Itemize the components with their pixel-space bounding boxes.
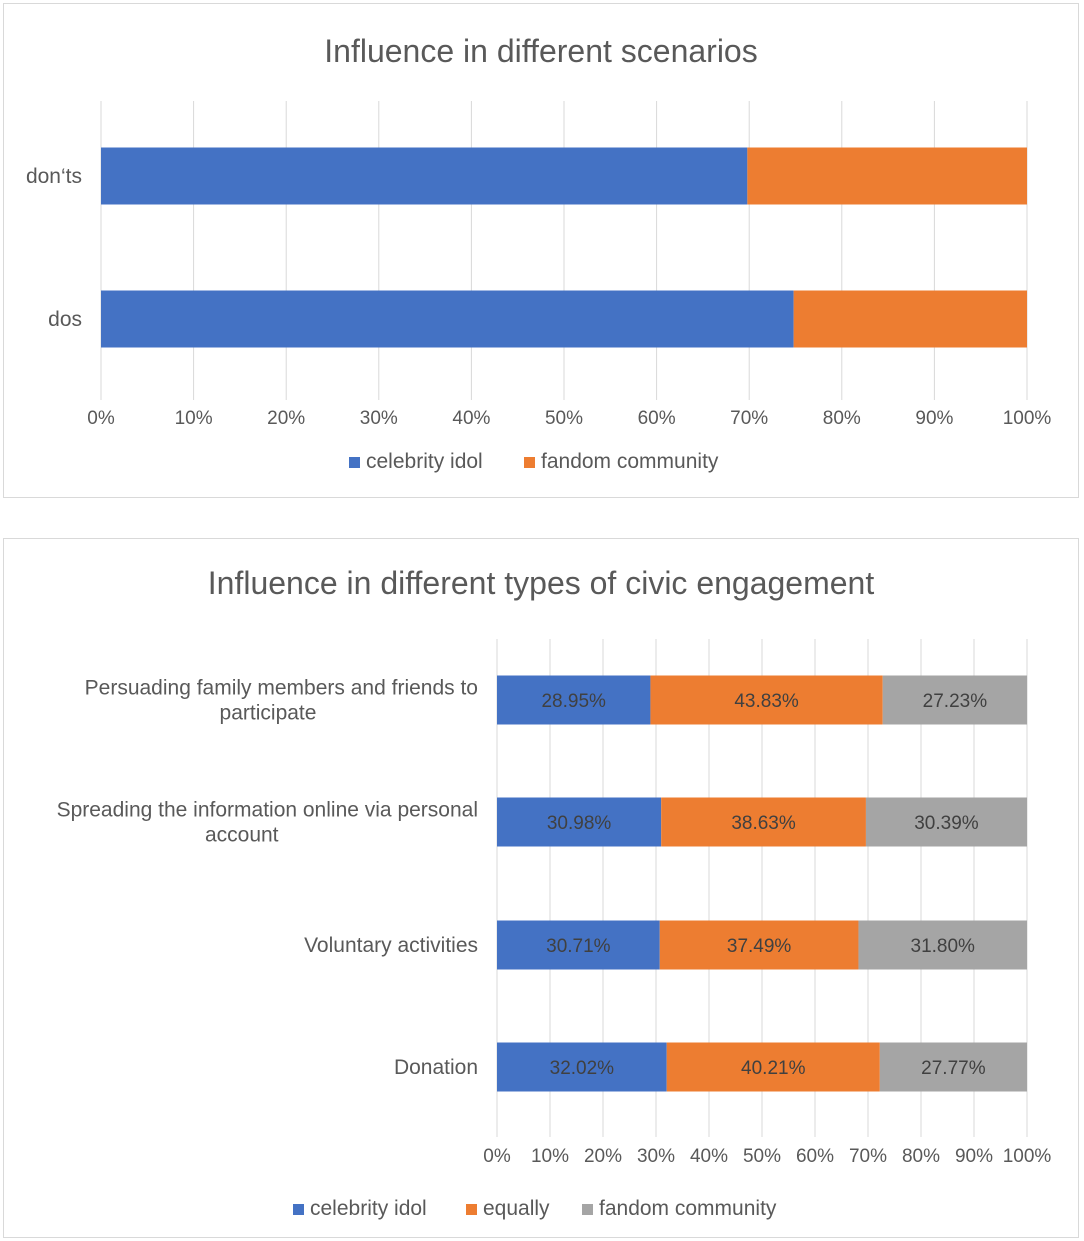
civic-data-label: 31.80% bbox=[911, 936, 976, 957]
civic-x-tick-label: 0% bbox=[483, 1146, 511, 1167]
civic-category-label: account bbox=[205, 824, 279, 847]
civic-bar-fandom-community bbox=[879, 1042, 1027, 1092]
scenarios-bar-celebrity-idol bbox=[101, 147, 748, 205]
civic-data-label: 30.71% bbox=[546, 936, 611, 957]
civic-bar-fandom-community bbox=[865, 797, 1027, 847]
civic-data-label: 28.95% bbox=[541, 691, 606, 712]
chart-scenarios: Influence in different scenarios 0% 10% 20%… bbox=[3, 3, 1079, 498]
scenarios-bar-fandom-community bbox=[747, 147, 1027, 205]
scenarios-x-tick-label: 100% bbox=[1003, 408, 1052, 429]
civic-bar-equally bbox=[659, 920, 859, 970]
civic-bar-fandom-community bbox=[858, 920, 1027, 970]
civic-x-tick-label: 100% bbox=[1003, 1146, 1052, 1167]
scenarios-x-tick-label: 0% bbox=[87, 408, 115, 429]
scenarios-category-label: don‘ts bbox=[26, 165, 82, 188]
civic-x-tick-label: 20% bbox=[584, 1146, 622, 1167]
civic-x-tick-label: 40% bbox=[690, 1146, 728, 1167]
scenarios-x-tick-label: 30% bbox=[360, 408, 398, 429]
scenarios-bar-fandom-community bbox=[793, 290, 1027, 348]
civic-x-tick-label: 60% bbox=[796, 1146, 834, 1167]
civic-legend-label: celebrity idol bbox=[310, 1197, 427, 1220]
civic-bar-fandom-community bbox=[882, 675, 1028, 725]
civic-legend-label: equally bbox=[483, 1197, 550, 1220]
scenarios-legend-label: celebrity idol bbox=[366, 450, 483, 473]
civic-category-label: Voluntary activities bbox=[304, 934, 478, 957]
scenarios-x-tick-label: 20% bbox=[267, 408, 305, 429]
civic-category-label: Donation bbox=[394, 1056, 478, 1079]
civic-x-tick-label: 70% bbox=[849, 1146, 887, 1167]
scenarios-chart-title: Influence in different scenarios bbox=[324, 33, 757, 69]
civic-category-label: Persuading family members and friends to bbox=[85, 677, 478, 700]
scenarios-x-tick-label: 80% bbox=[823, 408, 861, 429]
chart-scenarios-svg: Influence in different scenarios 0% 10% 20%… bbox=[26, 33, 1052, 473]
scenarios-x-tick-label: 70% bbox=[730, 408, 768, 429]
chart-civic-engagement-svg: Influence in different types of civic en… bbox=[57, 565, 1052, 1220]
civic-x-tick-label: 90% bbox=[955, 1146, 993, 1167]
civic-legend-swatch bbox=[293, 1204, 304, 1215]
scenarios-x-tick-label: 10% bbox=[175, 408, 213, 429]
civic-x-tick-label: 10% bbox=[531, 1146, 569, 1167]
civic-data-label: 27.23% bbox=[923, 691, 988, 712]
civic-bar-equally bbox=[666, 1042, 880, 1092]
scenarios-category-label: dos bbox=[48, 308, 82, 331]
scenarios-x-tick-label: 60% bbox=[638, 408, 676, 429]
civic-data-label: 37.49% bbox=[727, 936, 792, 957]
scenarios-legend-swatch bbox=[524, 457, 535, 468]
civic-bar-equally bbox=[650, 675, 883, 725]
chart-civic-engagement: Influence in different types of civic en… bbox=[3, 538, 1079, 1238]
civic-data-label: 32.02% bbox=[550, 1058, 615, 1079]
civic-legend-label: fandom community bbox=[599, 1197, 777, 1220]
scenarios-legend-label: fandom community bbox=[541, 450, 719, 473]
civic-data-label: 40.21% bbox=[741, 1058, 806, 1079]
civic-x-tick-label: 50% bbox=[743, 1146, 781, 1167]
civic-bar-celebrity-idol bbox=[497, 920, 660, 970]
scenarios-x-tick-label: 90% bbox=[915, 408, 953, 429]
civic-category-label: participate bbox=[220, 702, 317, 725]
civic-bar-celebrity-idol bbox=[497, 797, 662, 847]
civic-data-label: 38.63% bbox=[731, 813, 796, 834]
civic-data-label: 43.83% bbox=[734, 691, 799, 712]
civic-bar-celebrity-idol bbox=[497, 1042, 667, 1092]
civic-legend-swatch bbox=[582, 1204, 593, 1215]
scenarios-x-tick-label: 50% bbox=[545, 408, 583, 429]
civic-x-tick-label: 80% bbox=[902, 1146, 940, 1167]
scenarios-x-tick-label: 40% bbox=[452, 408, 490, 429]
civic-bar-equally bbox=[661, 797, 866, 847]
civic-data-label: 30.98% bbox=[547, 813, 612, 834]
civic-bar-celebrity-idol bbox=[497, 675, 651, 725]
civic-chart-title: Influence in different types of civic en… bbox=[208, 565, 875, 601]
civic-data-label: 30.39% bbox=[914, 813, 979, 834]
civic-legend-swatch bbox=[466, 1204, 477, 1215]
scenarios-legend-swatch bbox=[349, 457, 360, 468]
civic-x-tick-label: 30% bbox=[637, 1146, 675, 1167]
scenarios-bar-celebrity-idol bbox=[101, 290, 794, 348]
civic-category-label: Spreading the information online via per… bbox=[57, 799, 478, 822]
civic-data-label: 27.77% bbox=[921, 1058, 986, 1079]
